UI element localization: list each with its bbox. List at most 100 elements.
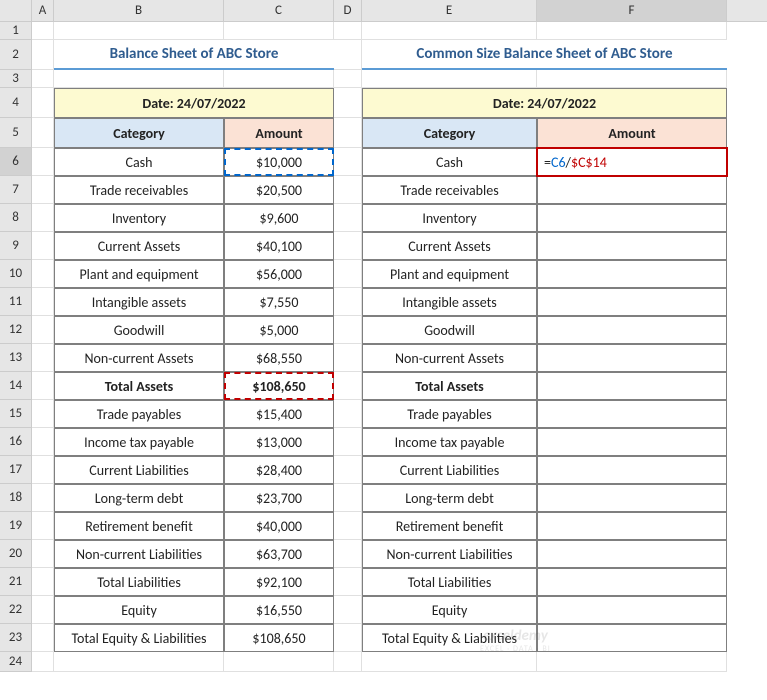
cell-bg[interactable] <box>362 652 537 672</box>
amt-right-14[interactable] <box>537 372 727 400</box>
row-header-3[interactable]: 3 <box>0 70 32 88</box>
amt-right-13[interactable] <box>537 344 727 372</box>
cell-bg[interactable] <box>362 22 537 40</box>
cell-bg[interactable] <box>334 316 362 344</box>
cell-bg[interactable] <box>54 70 224 88</box>
row-header-4[interactable]: 4 <box>0 88 32 118</box>
cell-bg[interactable] <box>537 70 727 88</box>
cell-bg[interactable] <box>32 344 54 372</box>
row-header-15[interactable]: 15 <box>0 400 32 428</box>
cell-bg[interactable] <box>32 148 54 176</box>
cell-bg[interactable] <box>334 260 362 288</box>
col-header-C[interactable]: C <box>224 0 334 21</box>
row-header-20[interactable]: 20 <box>0 540 32 568</box>
col-header-D[interactable]: D <box>334 0 362 21</box>
amt-right-9[interactable] <box>537 232 727 260</box>
cell-bg[interactable] <box>32 22 54 40</box>
row-header-1[interactable]: 1 <box>0 22 32 40</box>
amt-right-10[interactable] <box>537 260 727 288</box>
cell-bg[interactable] <box>32 484 54 512</box>
row-header-13[interactable]: 13 <box>0 344 32 372</box>
cell-bg[interactable] <box>334 344 362 372</box>
amt-right-16[interactable] <box>537 428 727 456</box>
cell-bg[interactable] <box>334 456 362 484</box>
row-header-16[interactable]: 16 <box>0 428 32 456</box>
cell-bg[interactable] <box>334 624 362 652</box>
cell-bg[interactable] <box>32 624 54 652</box>
row-header-12[interactable]: 12 <box>0 316 32 344</box>
cell-bg[interactable] <box>334 596 362 624</box>
cell-bg[interactable] <box>32 540 54 568</box>
cell-bg[interactable] <box>334 88 362 118</box>
cell-bg[interactable] <box>334 40 362 70</box>
cell-bg[interactable] <box>334 540 362 568</box>
amt-right-21[interactable] <box>537 568 727 596</box>
cell-bg[interactable] <box>334 70 362 88</box>
col-header-A[interactable]: A <box>32 0 54 21</box>
cell-bg[interactable] <box>54 22 224 40</box>
row-header-17[interactable]: 17 <box>0 456 32 484</box>
cell-bg[interactable] <box>537 652 727 672</box>
row-header-24[interactable]: 24 <box>0 652 32 672</box>
cell-bg[interactable] <box>334 118 362 148</box>
cell-bg[interactable] <box>32 260 54 288</box>
cell-bg[interactable] <box>32 176 54 204</box>
amt-right-19[interactable] <box>537 512 727 540</box>
row-header-22[interactable]: 22 <box>0 596 32 624</box>
col-header-E[interactable]: E <box>362 0 537 21</box>
cell-bg[interactable] <box>32 288 54 316</box>
cell-bg[interactable] <box>32 652 54 672</box>
row-header-6[interactable]: 6 <box>0 148 32 176</box>
cell-bg[interactable] <box>224 652 334 672</box>
row-header-14[interactable]: 14 <box>0 372 32 400</box>
cell-bg[interactable] <box>32 568 54 596</box>
cell-bg[interactable] <box>32 372 54 400</box>
cell-bg[interactable] <box>32 88 54 118</box>
cell-bg[interactable] <box>32 456 54 484</box>
cell-bg[interactable] <box>32 316 54 344</box>
row-header-21[interactable]: 21 <box>0 568 32 596</box>
cell-bg[interactable] <box>224 70 334 88</box>
cell-bg[interactable] <box>32 428 54 456</box>
cell-bg[interactable] <box>537 22 727 40</box>
row-header-18[interactable]: 18 <box>0 484 32 512</box>
amt-right-20[interactable] <box>537 540 727 568</box>
row-header-7[interactable]: 7 <box>0 176 32 204</box>
cell-bg[interactable] <box>32 204 54 232</box>
cell-bg[interactable] <box>334 568 362 596</box>
amt-right-8[interactable] <box>537 204 727 232</box>
amt-right-23[interactable] <box>537 624 727 652</box>
amt-right-15[interactable] <box>537 400 727 428</box>
cell-bg[interactable] <box>334 512 362 540</box>
cell-bg[interactable] <box>334 484 362 512</box>
cell-bg[interactable] <box>32 512 54 540</box>
cell-bg[interactable] <box>32 40 54 70</box>
row-header-9[interactable]: 9 <box>0 232 32 260</box>
formula-editing-cell[interactable]: =C6/$C$14 <box>537 148 727 176</box>
cell-bg[interactable] <box>32 596 54 624</box>
cell-bg[interactable] <box>362 70 537 88</box>
cell-bg[interactable] <box>334 372 362 400</box>
amt-right-18[interactable] <box>537 484 727 512</box>
cell-bg[interactable] <box>334 288 362 316</box>
amt-right-12[interactable] <box>537 316 727 344</box>
cell-bg[interactable] <box>334 22 362 40</box>
cell-bg[interactable] <box>32 400 54 428</box>
row-header-2[interactable]: 2 <box>0 40 32 70</box>
row-header-8[interactable]: 8 <box>0 204 32 232</box>
cell-bg[interactable] <box>334 232 362 260</box>
select-all-corner[interactable] <box>0 0 32 21</box>
cell-bg[interactable] <box>334 148 362 176</box>
cell-bg[interactable] <box>334 652 362 672</box>
cell-bg[interactable] <box>32 232 54 260</box>
cell-bg[interactable] <box>54 652 224 672</box>
row-header-23[interactable]: 23 <box>0 624 32 652</box>
cell-bg[interactable] <box>334 204 362 232</box>
cell-bg[interactable] <box>224 22 334 40</box>
amt-right-17[interactable] <box>537 456 727 484</box>
cell-bg[interactable] <box>334 400 362 428</box>
row-header-11[interactable]: 11 <box>0 288 32 316</box>
cell-bg[interactable] <box>32 70 54 88</box>
row-header-19[interactable]: 19 <box>0 512 32 540</box>
row-header-10[interactable]: 10 <box>0 260 32 288</box>
